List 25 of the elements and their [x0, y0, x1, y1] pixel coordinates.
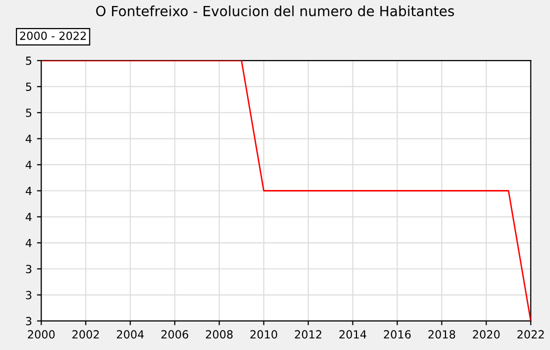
y-tick-label: 3 — [26, 316, 32, 326]
text: 2000 - 2022 — [20, 32, 86, 40]
y-tick-label: 4 — [26, 186, 32, 195]
x-tick-label: 2006 — [161, 330, 188, 339]
x-tick-label: 2014 — [339, 330, 366, 339]
x-tick-label: 2012 — [294, 330, 322, 339]
x-tick-label: 2002 — [72, 330, 99, 339]
y-tick-label: 4 — [26, 160, 32, 169]
y-tick-label: 4 — [26, 238, 32, 248]
x-tick-label: 2022 — [517, 330, 544, 339]
x-tick-label: 2008 — [206, 330, 233, 339]
chart-title: O Fontefreixo - Evolucion del numero de Habitantes — [96, 6, 454, 16]
x-tick-label: 2010 — [250, 330, 278, 339]
x-tick-label: 2020 — [472, 330, 500, 339]
y-tick-label: 5 — [26, 108, 32, 118]
y-tick-label: 3 — [26, 290, 32, 300]
x-tick-label: 2000 — [28, 330, 55, 339]
y-tick-label: 5 — [26, 82, 32, 91]
x-tick-label: 2004 — [116, 330, 144, 339]
y-tick-label: 5 — [26, 56, 32, 65]
y-tick-label: 4 — [26, 212, 32, 222]
y-tick-label: 3 — [26, 264, 32, 274]
x-tick-label: 2016 — [384, 330, 411, 339]
x-tick-label: 2018 — [428, 330, 456, 339]
y-tick-label: 4 — [26, 134, 32, 143]
